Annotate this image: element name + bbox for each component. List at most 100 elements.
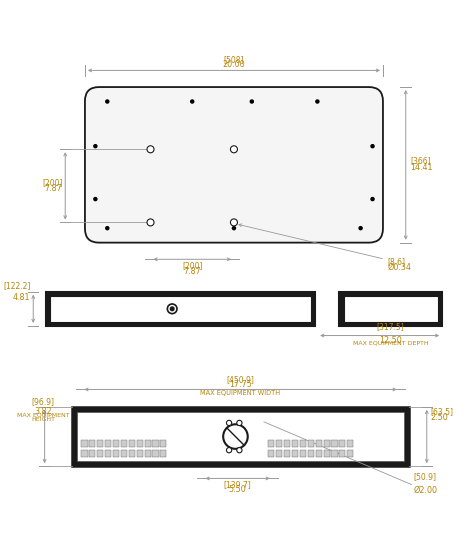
Circle shape — [316, 100, 319, 103]
Circle shape — [250, 100, 253, 103]
Text: [50.9]: [50.9] — [414, 472, 437, 481]
Circle shape — [371, 198, 374, 201]
Text: [317.5]: [317.5] — [377, 322, 404, 331]
Bar — [89, 450, 96, 457]
Bar — [276, 440, 282, 447]
Bar — [89, 440, 96, 447]
Circle shape — [94, 198, 97, 201]
Text: [63.5]: [63.5] — [430, 407, 453, 417]
Bar — [129, 450, 135, 457]
Bar — [121, 440, 127, 447]
Bar — [144, 440, 151, 447]
Circle shape — [237, 447, 242, 453]
FancyBboxPatch shape — [85, 87, 383, 242]
Bar — [292, 440, 298, 447]
Text: [508]: [508] — [224, 55, 244, 64]
Circle shape — [359, 226, 362, 230]
Bar — [340, 450, 346, 457]
Bar — [284, 440, 290, 447]
Text: MAX EQUIPMENT: MAX EQUIPMENT — [17, 413, 69, 418]
Text: 14.41: 14.41 — [410, 163, 432, 171]
Bar — [136, 450, 143, 457]
Circle shape — [371, 145, 374, 148]
Bar — [316, 440, 322, 447]
Text: 20.00: 20.00 — [223, 60, 245, 69]
Bar — [339, 291, 442, 326]
Circle shape — [191, 100, 194, 103]
Circle shape — [147, 219, 154, 226]
Bar — [292, 450, 298, 457]
Text: 7.87: 7.87 — [183, 267, 201, 276]
Bar — [316, 450, 322, 457]
Text: [450.9]: [450.9] — [227, 375, 255, 384]
Text: 2.50: 2.50 — [430, 413, 448, 422]
Text: Ø2.00: Ø2.00 — [414, 486, 438, 495]
Bar — [82, 450, 88, 457]
Bar — [160, 450, 166, 457]
Text: [366]: [366] — [410, 156, 431, 165]
Circle shape — [233, 226, 235, 230]
Circle shape — [106, 100, 109, 103]
Text: [8.6]: [8.6] — [387, 257, 405, 266]
Circle shape — [223, 424, 248, 449]
Bar — [97, 440, 103, 447]
Circle shape — [106, 226, 109, 230]
Text: MAX EQUIPMENT DEPTH: MAX EQUIPMENT DEPTH — [353, 341, 429, 345]
Circle shape — [237, 420, 242, 425]
Bar — [300, 450, 306, 457]
Bar — [284, 450, 290, 457]
Bar — [268, 450, 274, 457]
Text: 3.82: 3.82 — [35, 407, 52, 417]
Text: [122.2]: [122.2] — [3, 281, 30, 290]
Text: [96.9]: [96.9] — [32, 397, 55, 406]
Circle shape — [147, 146, 154, 153]
Bar — [77, 412, 404, 461]
Bar — [276, 450, 282, 457]
Bar — [343, 296, 438, 322]
Text: MAX EQUIPMENT WIDTH: MAX EQUIPMENT WIDTH — [200, 390, 280, 396]
Circle shape — [230, 146, 237, 153]
Bar — [340, 440, 346, 447]
Bar — [152, 450, 159, 457]
Bar — [45, 291, 315, 326]
Text: [200]: [200] — [42, 178, 62, 187]
Bar — [152, 440, 159, 447]
Bar — [72, 407, 409, 466]
Bar — [97, 450, 103, 457]
Bar — [105, 450, 111, 457]
Bar — [129, 440, 135, 447]
Circle shape — [227, 420, 232, 425]
Bar — [105, 440, 111, 447]
Circle shape — [230, 219, 237, 226]
Bar — [308, 440, 314, 447]
Bar — [347, 450, 353, 457]
Circle shape — [227, 447, 232, 453]
Bar — [113, 450, 119, 457]
Text: [200]: [200] — [182, 262, 203, 271]
Bar — [268, 440, 274, 447]
Bar — [332, 440, 338, 447]
Text: 17.75: 17.75 — [229, 380, 252, 389]
Circle shape — [170, 307, 174, 311]
Text: 4.81: 4.81 — [13, 293, 30, 302]
Circle shape — [94, 145, 97, 148]
Bar — [113, 440, 119, 447]
Bar — [82, 440, 88, 447]
Bar — [160, 440, 166, 447]
Bar — [324, 450, 330, 457]
Text: 12.50: 12.50 — [379, 336, 402, 344]
Text: 7.87: 7.87 — [45, 185, 62, 193]
Bar — [50, 296, 310, 322]
Bar — [308, 450, 314, 457]
Circle shape — [167, 304, 177, 314]
Bar — [121, 450, 127, 457]
Text: HEIGHT: HEIGHT — [31, 417, 55, 422]
Bar — [347, 440, 353, 447]
Bar — [332, 450, 338, 457]
Text: 5.50: 5.50 — [229, 485, 247, 494]
Text: [139.7]: [139.7] — [224, 480, 251, 489]
Bar — [136, 440, 143, 447]
Bar — [324, 440, 330, 447]
Bar — [144, 450, 151, 457]
Text: Ø0.34: Ø0.34 — [387, 262, 411, 271]
